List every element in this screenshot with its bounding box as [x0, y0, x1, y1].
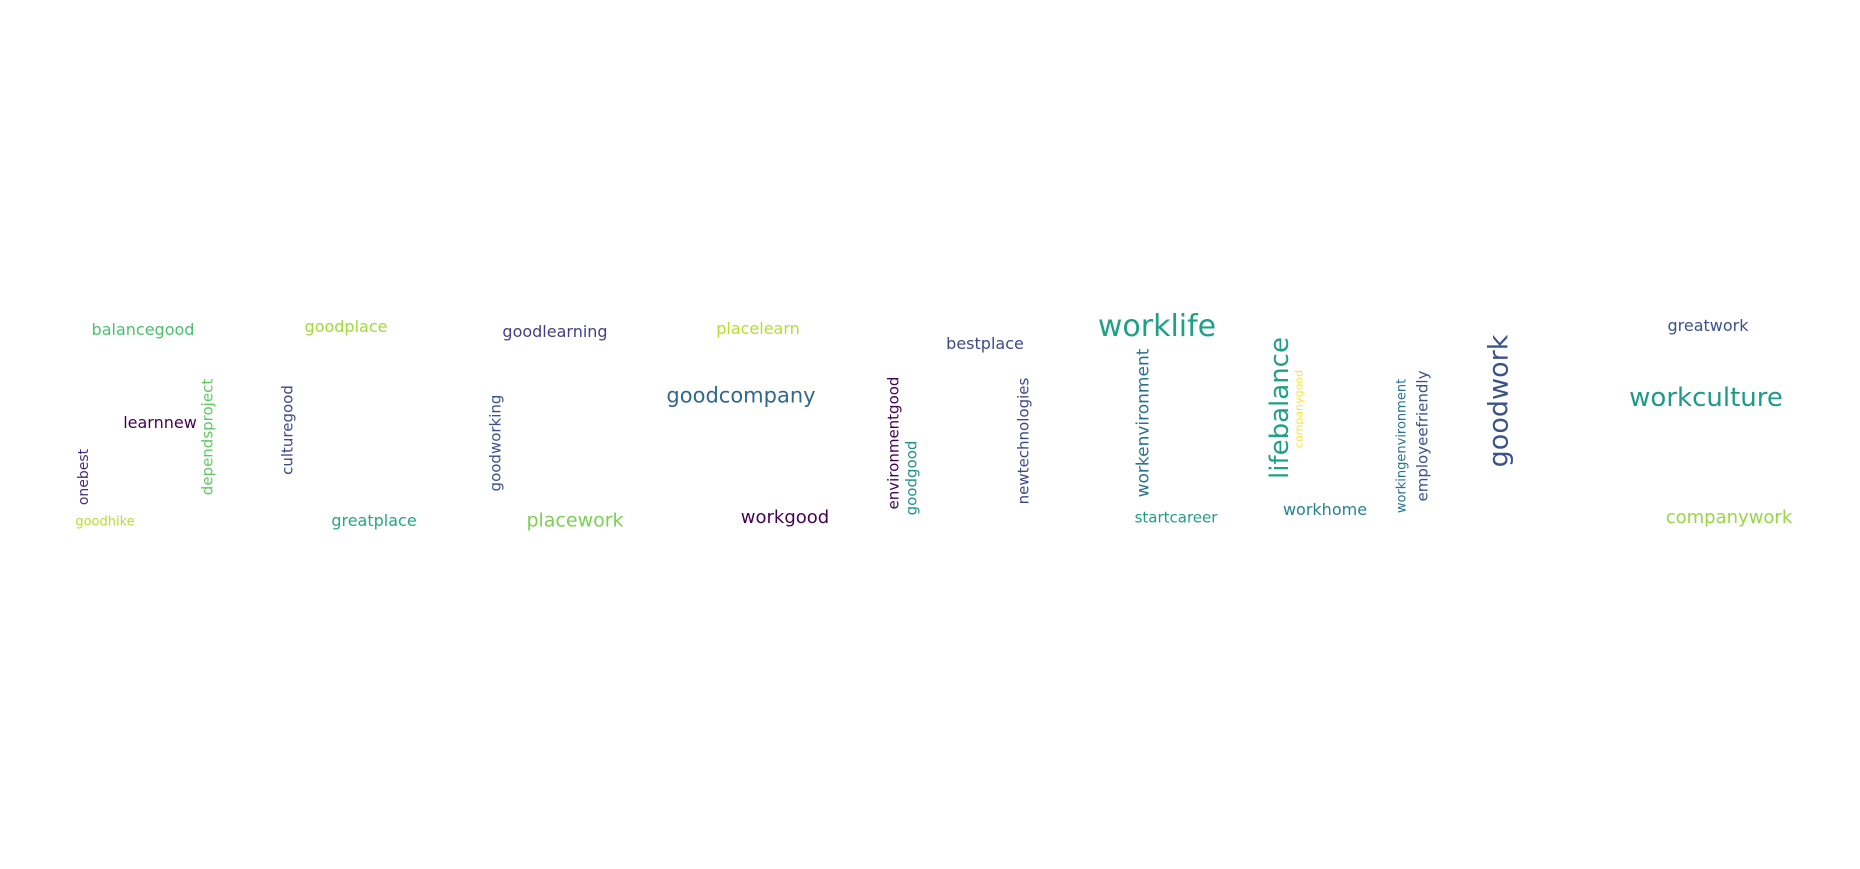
word-balancegood: balancegood [91, 320, 195, 339]
word-worklife: worklife [1097, 309, 1217, 344]
word-goodplace: goodplace [304, 317, 388, 336]
word-culturegood: culturegood [278, 385, 297, 475]
word-greatplace: greatplace [331, 511, 417, 530]
word-goodlearning: goodlearning [502, 322, 608, 341]
word-goodworking: goodworking [486, 394, 505, 492]
word-companygood: companygood [1292, 369, 1306, 449]
word-onebest: onebest [76, 448, 92, 506]
word-goodhike: goodhike [75, 514, 135, 530]
word-lifebalance: lifebalance [1265, 337, 1295, 479]
word-dependsproject: dependsproject [198, 378, 217, 496]
word-startcareer: startcareer [1134, 508, 1218, 527]
word-goodcompany: goodcompany [666, 383, 816, 408]
word-learnnew: learnnew [123, 413, 197, 432]
word-goodgood: goodgood [902, 440, 921, 516]
word-goodwork: goodwork [1483, 334, 1515, 468]
word-employeefriendly: employeefriendly [1413, 370, 1432, 502]
word-workgood: workgood [740, 507, 830, 528]
word-environmentgood: environmentgood [884, 376, 903, 510]
word-bestplace: bestplace [946, 334, 1024, 353]
word-workculture: workculture [1629, 383, 1783, 413]
word-newtechnologies: newtechnologies [1014, 377, 1033, 505]
word-workhome: workhome [1282, 500, 1368, 519]
word-greatwork: greatwork [1667, 316, 1749, 335]
word-workenvironment: workenvironment [1133, 348, 1154, 498]
word-placework: placework [526, 509, 624, 532]
word-companywork: companywork [1665, 507, 1793, 528]
word-workingenvironment: workingenvironment [1394, 378, 1410, 514]
word-placelearn: placelearn [716, 319, 800, 338]
